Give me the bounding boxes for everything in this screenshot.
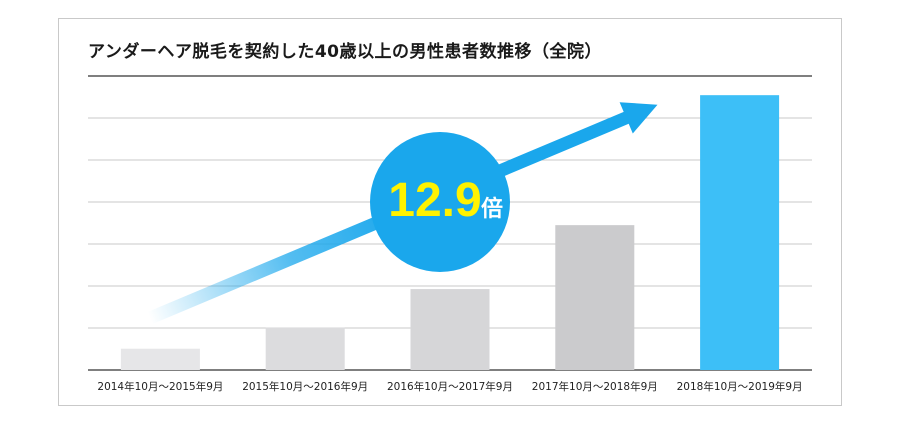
bar [700,95,780,370]
badge-unit: 倍 [481,196,503,222]
x-tick-label: 2016年10月～2017年9月 [387,380,513,393]
bar [265,327,345,370]
bar [410,289,490,370]
chart-title: アンダーヘア脱毛を契約した40歳以上の男性患者数推移（全院） [88,42,602,62]
x-tick-labels: 2014年10月～2015年9月 2015年10月～2016年9月 2016年10月… [97,380,802,393]
badge-number: 12.9 [388,174,481,227]
bar [555,225,635,370]
x-tick-label: 2017年10月～2018年9月 [532,380,658,393]
x-tick-label: 2015年10月～2016年9月 [242,380,368,393]
badge-circle [370,132,510,272]
multiplier-badge: 12.9 倍 [370,132,510,272]
bar [120,348,200,370]
x-tick-label: 2014年10月～2015年9月 [97,380,223,393]
x-tick-label: 2018年10月～2019年9月 [677,380,803,393]
bars [120,95,780,370]
